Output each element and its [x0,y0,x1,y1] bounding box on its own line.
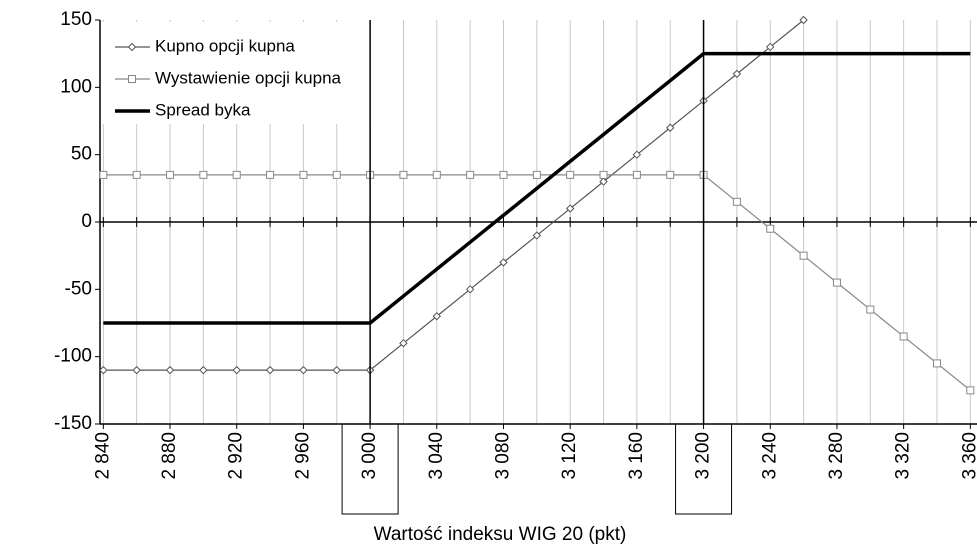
marker-square [966,386,975,395]
marker-square [432,170,441,179]
x-tick-label: 3 200 [693,432,714,480]
marker-square [599,170,608,179]
x-tick-label: 3 160 [626,432,647,480]
marker-diamond [332,365,341,375]
marker-square [132,170,141,179]
x-tick-label: 2 960 [292,432,313,480]
marker-square [99,170,108,179]
x-tick-label: 3 040 [426,432,447,480]
legend-marker [127,42,137,52]
marker-square [199,170,208,179]
y-tick-label: 150 [60,9,92,30]
legend-label: Wystawienie opcji kupna [155,68,342,87]
marker-diamond [399,338,408,348]
marker-square [766,224,775,233]
marker-square [932,359,941,368]
marker-square [466,170,475,179]
x-tick-label: 3 000 [359,432,380,480]
x-tick-label: 2 920 [226,432,247,480]
x-tick-label: 2 840 [92,432,113,480]
x-tick-label: 3 280 [826,432,847,480]
marker-square [799,251,808,260]
y-tick-label: 50 [71,144,92,165]
marker-square [166,170,175,179]
marker-square [632,170,641,179]
x-tick-label: 2 880 [159,432,180,480]
marker-square [532,170,541,179]
x-tick-label: 3 240 [759,432,780,480]
x-tick-label: 3 320 [893,432,914,480]
y-tick-label: -50 [65,278,92,299]
x-tick-label: 3 120 [559,432,580,480]
x-axis-label: Wartość indeksu WIG 20 (pkt) [374,524,627,545]
marker-diamond [465,285,475,294]
marker-diamond [299,365,308,375]
marker-diamond [499,258,508,267]
marker-square [666,170,675,179]
marker-square [499,170,508,179]
marker-square [566,170,575,179]
x-tick-label: 3 360 [959,432,977,480]
marker-diamond [99,365,108,375]
marker-square [232,170,241,179]
marker-diamond [532,231,542,240]
marker-diamond [132,365,141,375]
legend-marker [128,75,136,83]
y-tick-label: 100 [60,76,92,97]
legend-box [102,22,402,124]
marker-diamond [799,15,808,25]
marker-diamond [165,365,175,375]
marker-diamond [766,42,775,52]
series-line [103,19,804,371]
marker-square [399,170,408,179]
marker-square [332,170,341,179]
marker-diamond [565,204,575,213]
marker-square [866,305,875,314]
marker-diamond [232,365,241,375]
marker-square [832,278,841,287]
series-line [103,51,971,325]
legend-label: Kupno opcji kupna [155,36,295,55]
marker-square [266,170,275,179]
marker-diamond [599,177,608,186]
marker-diamond [432,312,442,321]
marker-diamond [666,123,675,132]
marker-square [899,332,908,341]
marker-diamond [265,365,275,375]
marker-diamond [199,365,208,375]
legend-label: Spread byka [155,100,251,119]
y-tick-label: -150 [54,413,92,434]
x-tick-label: 3 080 [493,432,514,480]
marker-square [299,170,308,179]
y-tick-label: 0 [81,211,92,232]
marker-square [732,197,741,206]
marker-diamond [732,69,742,79]
y-tick-label: -100 [54,346,92,367]
marker-diamond [632,150,642,159]
